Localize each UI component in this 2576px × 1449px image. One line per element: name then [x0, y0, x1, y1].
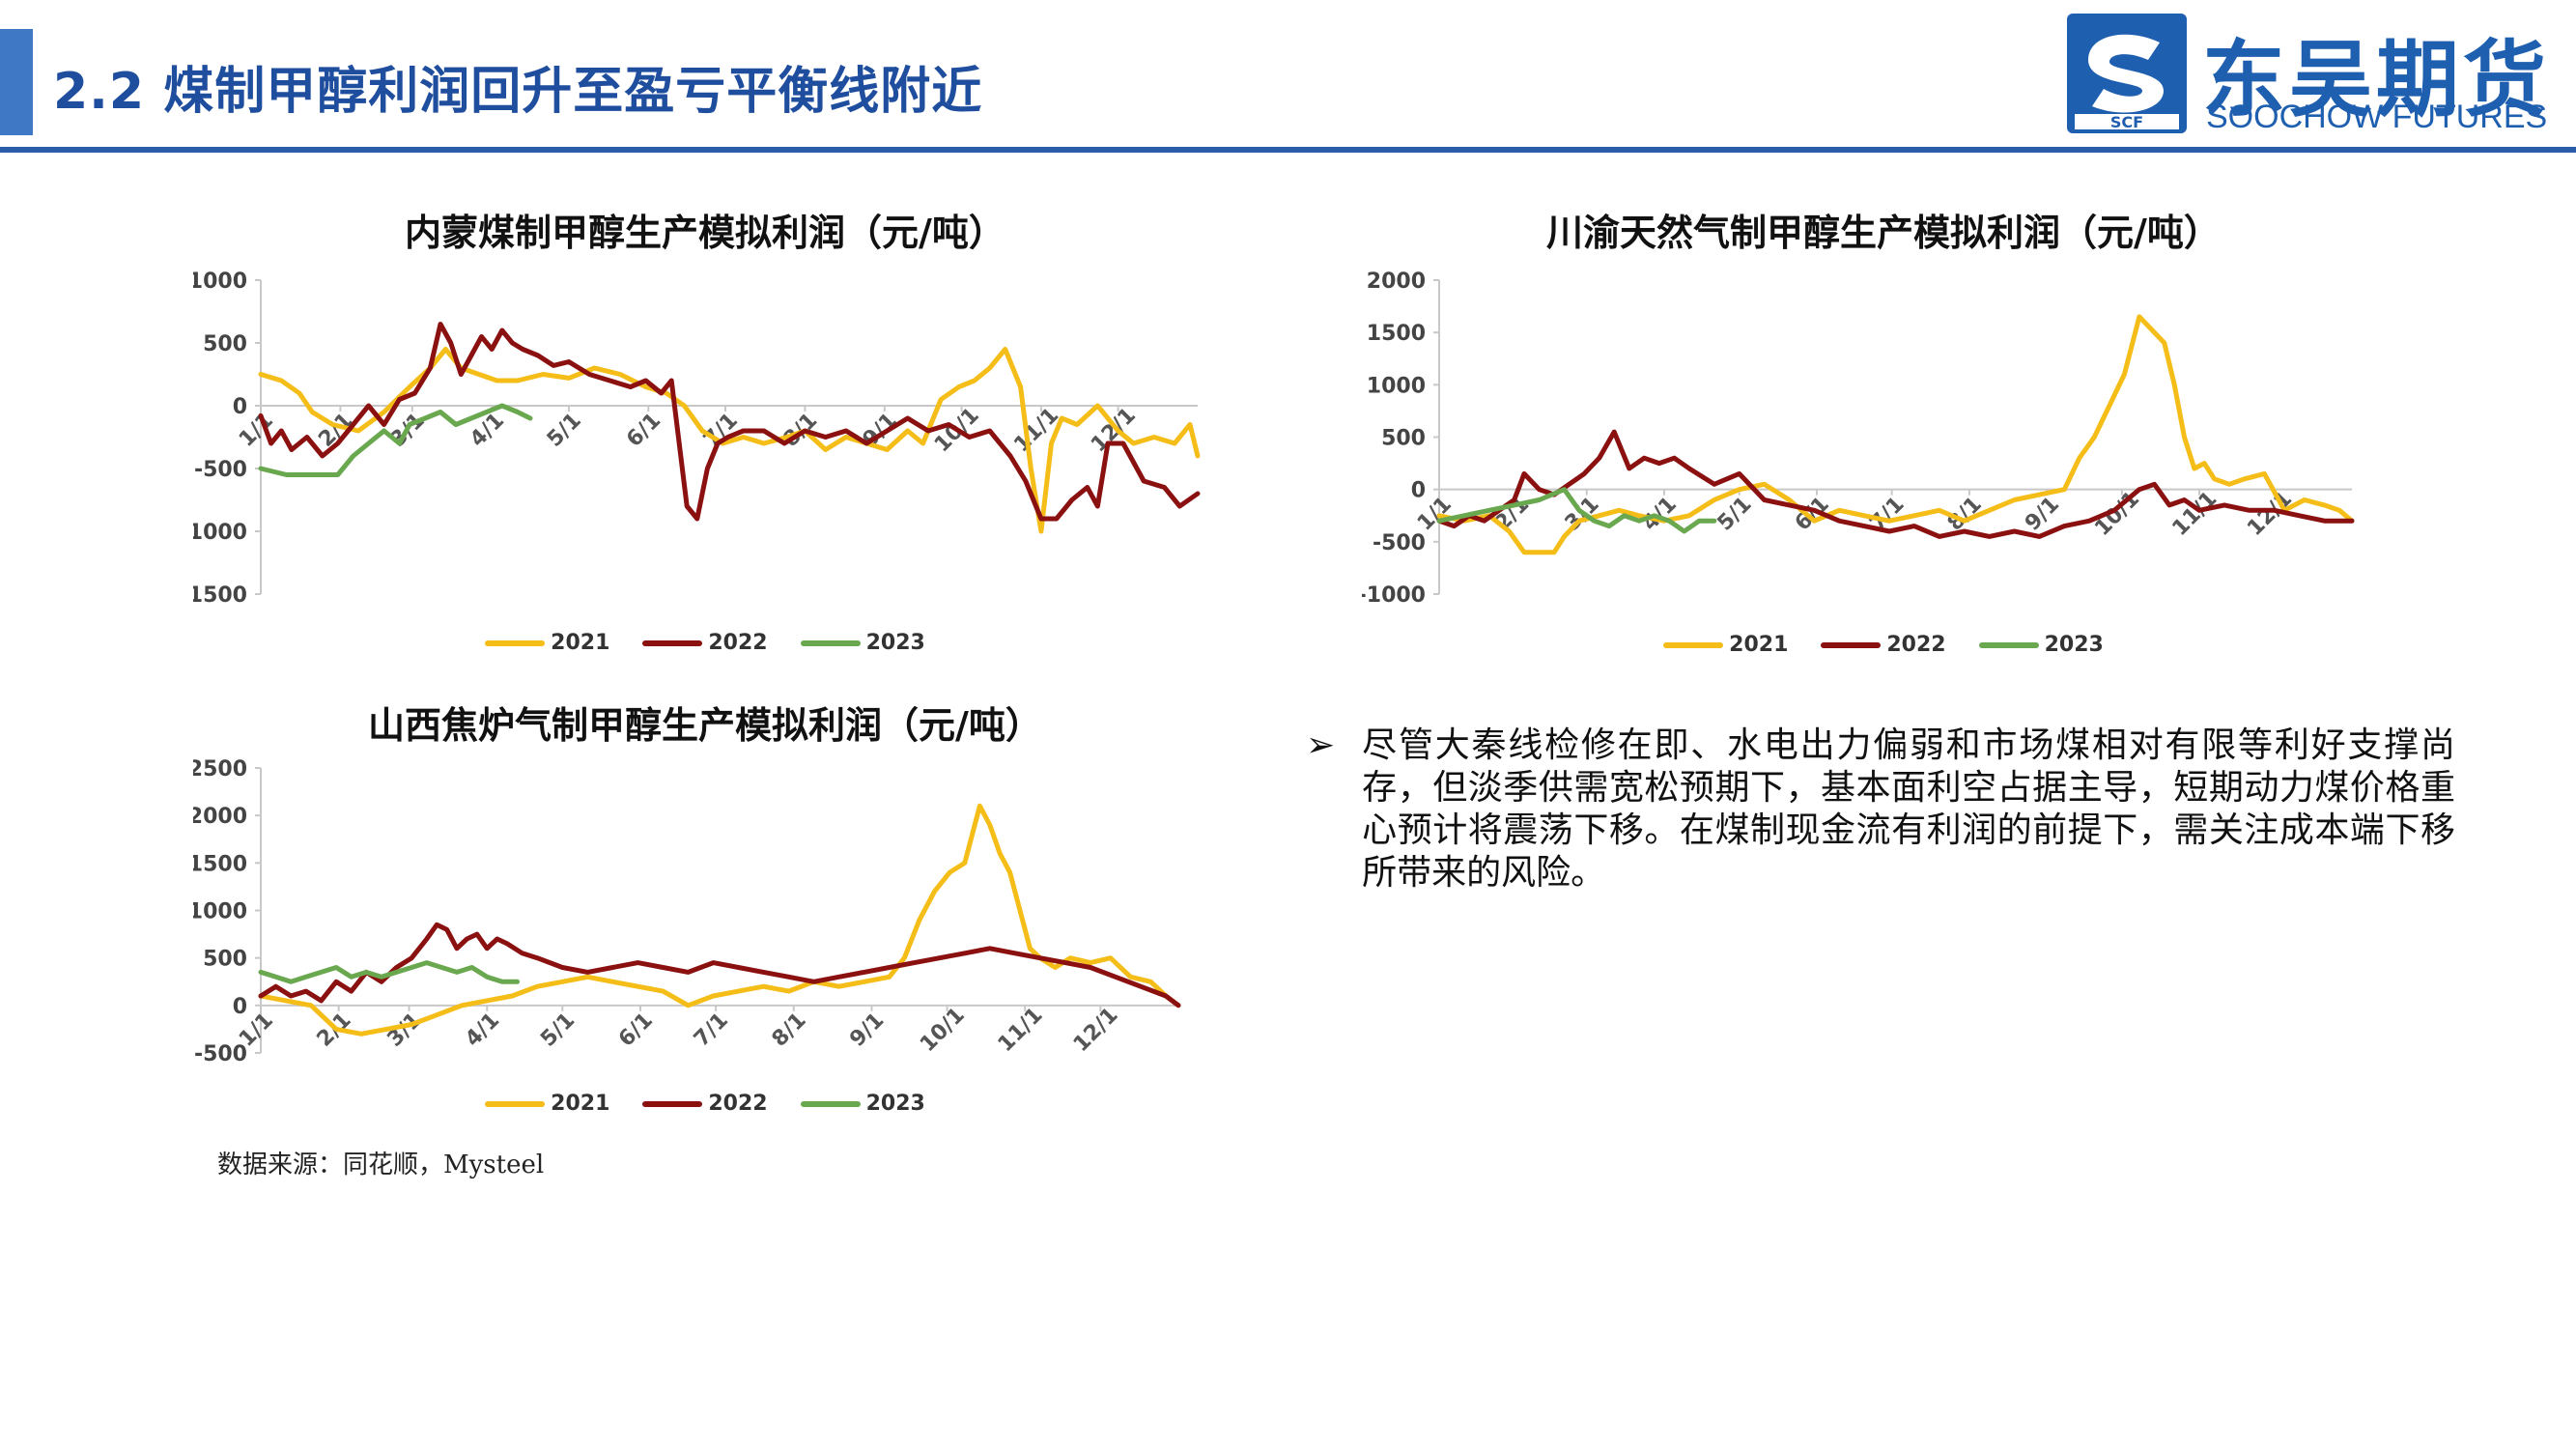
legend-item-2021: 2021	[485, 631, 609, 655]
chart-inner-mongolia-coal-methanol-profit: 内蒙煤制甲醇生产模拟利润（元/吨） 1000 500 0 -500 -1000 -1500…	[193, 198, 1217, 662]
logo-mark-text: SCF	[2110, 113, 2143, 131]
series-line-2023	[258, 960, 520, 984]
x-tick-label: 5/1	[543, 409, 586, 452]
chart-chuanyu-gas-methanol-profit: 川渝天然气制甲醇生产模拟利润（元/吨） 2000 1500 1000 500 0 -500…	[1362, 198, 2405, 662]
y-tick-label: 1000	[193, 900, 247, 924]
y-tick-label: 1500	[193, 852, 247, 876]
y-tick-label: 1000	[1367, 374, 1426, 398]
legend-item-2022: 2022	[1821, 633, 1946, 657]
y-tick-label: 2000	[193, 805, 247, 829]
header-divider	[0, 147, 2576, 153]
x-tick-label: 8/1	[768, 1009, 811, 1052]
x-tick-label: 6/1	[614, 1009, 658, 1052]
x-tick-label: 4/1	[1638, 493, 1682, 536]
legend-item-2023: 2023	[800, 1092, 925, 1116]
x-tick-label: 6/1	[622, 409, 665, 452]
commentary-text: 尽管大秦线检修在即、水电出力偏弱和市场煤相对有限等利好支撑尚存，但淡季供需宽松预…	[1362, 725, 2455, 893]
chart-plot: 10005000-500-1000-15001/12/13/14/15/16/1…	[193, 270, 1201, 608]
commentary-bullet: ➢ 尽管大秦线检修在即、水电出力偏弱和市场煤相对有限等利好支撑尚存，但淡季供需宽…	[1306, 724, 2455, 895]
series-line-2021	[258, 803, 1181, 1037]
logo-chinese-name: 东吴期货	[2202, 32, 2550, 128]
x-tick-label: 10/1	[916, 1003, 970, 1057]
scf-logo-icon: SCF	[2067, 14, 2187, 133]
y-tick-label: 1500	[1367, 322, 1426, 346]
arrow-bullet-icon: ➢	[1306, 725, 1336, 765]
x-tick-label: 11/1	[994, 1003, 1048, 1057]
y-tick-label: 0	[233, 995, 247, 1019]
y-tick-label: 0	[1411, 479, 1426, 503]
series-line-2022	[258, 922, 1181, 1009]
chart-legend: 2021 2022 2023	[193, 631, 1217, 655]
y-tick-label: 0	[233, 395, 247, 419]
y-tick-label: -500	[1373, 531, 1426, 555]
y-tick-label: 500	[1381, 427, 1426, 451]
chart-title: 内蒙煤制甲醇生产模拟利润（元/吨）	[405, 212, 1005, 254]
company-logo: SCF 东吴期货 SOOCHOW FUTURES	[2067, 10, 2569, 137]
chart-legend: 2021 2022 2023	[1362, 633, 2405, 657]
y-tick-label: -1500	[193, 583, 247, 608]
legend-item-2023: 2023	[1978, 633, 2104, 657]
series-line-2021	[1436, 314, 2355, 555]
chart-title: 山西焦炉气制甲醇生产模拟利润（元/吨）	[368, 704, 1042, 747]
x-tick-label: 9/1	[845, 1009, 889, 1052]
y-tick-label: 2000	[1367, 270, 1426, 294]
legend-item-2022: 2022	[642, 1092, 768, 1116]
chart-title: 川渝天然气制甲醇生产模拟利润（元/吨）	[1546, 212, 2221, 254]
y-tick-label: 2500	[193, 757, 247, 781]
header-accent-block	[0, 29, 33, 135]
logo-english-name: SOOCHOW FUTURES	[2206, 99, 2548, 135]
y-tick-label: -1000	[1362, 583, 1426, 608]
x-tick-label: 5/1	[536, 1009, 580, 1052]
x-tick-label: 12/1	[1069, 1003, 1123, 1057]
series-line-2022	[1436, 429, 2355, 539]
y-tick-label: 1000	[193, 270, 247, 294]
x-tick-label: 4/1	[466, 409, 509, 452]
x-tick-label: 4/1	[461, 1009, 504, 1052]
series-line-2022	[258, 322, 1201, 522]
chart-legend: 2021 2022 2023	[193, 1092, 1217, 1116]
legend-item-2022: 2022	[642, 631, 768, 655]
x-tick-label: 7/1	[690, 1009, 733, 1052]
y-tick-label: -500	[194, 1042, 247, 1066]
y-tick-label: -500	[194, 458, 247, 482]
x-tick-label: 11/1	[2168, 487, 2222, 541]
y-tick-label: -1000	[193, 521, 247, 545]
slide-title: 2.2 煤制甲醇利润回升至盈亏平衡线附近	[53, 63, 983, 121]
series-line-2023	[1436, 487, 1717, 534]
y-tick-label: 500	[203, 948, 247, 972]
data-source-note: 数据来源：同花顺，Mysteel	[217, 1151, 545, 1179]
series-line-2021	[258, 347, 1201, 534]
chart-shanxi-coke-gas-methanol-profit: 山西焦炉气制甲醇生产模拟利润（元/吨） 2500 2000 1500 1000 500 0…	[193, 691, 1217, 1125]
legend-item-2021: 2021	[1663, 633, 1788, 657]
series-line-2023	[258, 403, 533, 477]
legend-item-2023: 2023	[800, 631, 925, 655]
y-tick-label: 500	[203, 332, 247, 356]
legend-item-2021: 2021	[485, 1092, 609, 1116]
